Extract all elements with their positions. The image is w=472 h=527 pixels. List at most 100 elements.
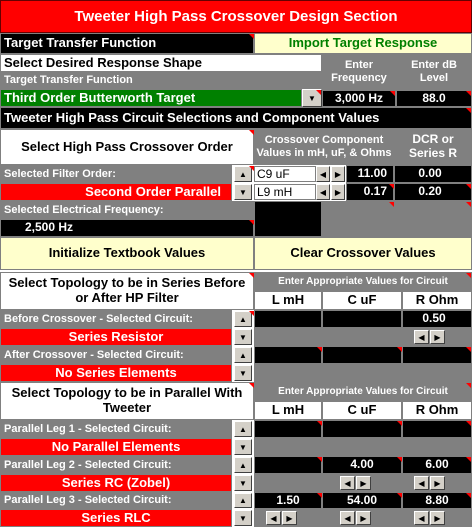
component-l9-dcr[interactable]: 0.20 <box>394 183 472 201</box>
series-col-r: R Ohm <box>402 291 472 310</box>
comment-indicator-icon <box>397 457 402 462</box>
component-values-header: Crossover Component Values in mH, uF, & … <box>254 129 394 165</box>
crossover-order-label: Select High Pass Crossover Order <box>0 129 254 165</box>
leg2-c-prev-icon[interactable]: ◀ <box>340 476 355 490</box>
after-crossover-down-icon[interactable]: ▼ <box>234 365 252 381</box>
empty-cell <box>402 346 472 364</box>
parallel-leg1-down-icon[interactable]: ▼ <box>234 439 252 455</box>
before-r-prev-icon[interactable]: ◀ <box>414 330 429 344</box>
parallel-leg2-label: Parallel Leg 2 - Selected Circuit: <box>0 456 232 474</box>
empty-cell <box>322 201 472 237</box>
parallel-col-r: R Ohm <box>402 401 472 420</box>
parallel-col-l: L mH <box>254 401 322 420</box>
before-crossover-up-icon[interactable]: ▲ <box>234 311 252 327</box>
empty-cell <box>322 346 402 364</box>
db-level-input[interactable]: 88.0 <box>396 90 472 107</box>
parallel-leg3-l-value[interactable]: 1.50 <box>254 492 322 509</box>
comment-indicator-icon <box>317 347 322 352</box>
before-r-next-icon[interactable]: ▶ <box>430 330 445 344</box>
parallel-leg2-c-value[interactable]: 4.00 <box>322 456 402 474</box>
response-shape-select[interactable]: Third Order Butterworth Target <box>0 89 302 107</box>
series-enter-values-label: Enter Appropriate Values for Circuit <box>254 272 472 291</box>
parallel-leg3-label: Parallel Leg 3 - Selected Circuit: <box>0 492 232 509</box>
comment-indicator-icon <box>466 383 471 388</box>
comment-indicator-icon <box>466 273 471 278</box>
comment-indicator-icon <box>466 457 471 462</box>
comment-indicator-icon <box>466 347 471 352</box>
empty-cell <box>322 310 402 328</box>
component-select-l9[interactable]: L9 mH <box>254 184 316 200</box>
comment-indicator-icon <box>466 421 471 426</box>
frequency-input[interactable]: 3,000 Hz <box>322 90 396 107</box>
component-c9-prev-icon[interactable]: ◀ <box>316 166 330 182</box>
electrical-frequency-label: Selected Electrical Frequency: <box>0 201 254 219</box>
parallel-leg3-up-icon[interactable]: ▲ <box>234 493 252 508</box>
leg2-r-next-icon[interactable]: ▶ <box>430 476 445 490</box>
comment-indicator-icon <box>466 108 471 113</box>
enter-db-label: Enter dB Level <box>396 54 472 90</box>
parallel-leg3-down-icon[interactable]: ▼ <box>234 510 252 526</box>
parallel-leg2-select[interactable]: Series RC (Zobel) <box>0 474 232 492</box>
before-crossover-select[interactable]: Series Resistor <box>0 328 232 346</box>
after-crossover-label: After Crossover - Selected Circuit: <box>0 346 232 364</box>
leg3-c-next-icon[interactable]: ▶ <box>356 511 371 525</box>
component-l9-prev-icon[interactable]: ◀ <box>316 184 330 200</box>
parallel-leg1-select[interactable]: No Parallel Elements <box>0 438 232 456</box>
parallel-leg3-select[interactable]: Series RLC <box>0 509 232 527</box>
component-c9-value[interactable]: 11.00 <box>346 165 394 183</box>
parallel-leg2-down-icon[interactable]: ▼ <box>234 475 252 491</box>
leg2-c-next-icon[interactable]: ▶ <box>356 476 371 490</box>
parallel-leg1-label: Parallel Leg 1 - Selected Circuit: <box>0 420 232 438</box>
clear-crossover-values-button[interactable]: Clear Crossover Values <box>254 237 472 270</box>
before-crossover-label: Before Crossover - Selected Circuit: <box>0 310 232 328</box>
series-col-c: C uF <box>322 291 402 310</box>
series-col-l: L mH <box>254 291 322 310</box>
before-crossover-r-value[interactable]: 0.50 <box>402 310 472 328</box>
before-crossover-down-icon[interactable]: ▼ <box>234 329 252 345</box>
series-topology-header: Select Topology to be in Series Before o… <box>0 272 254 310</box>
comment-indicator-icon <box>466 493 471 498</box>
filter-order-select[interactable]: Second Order Parallel <box>0 183 232 201</box>
comment-indicator-icon <box>249 130 254 135</box>
parallel-leg2-up-icon[interactable]: ▲ <box>234 457 252 473</box>
empty-cell <box>322 420 402 438</box>
import-target-response-button[interactable]: Import Target Response <box>254 33 472 54</box>
empty-cell <box>254 456 322 474</box>
leg3-c-prev-icon[interactable]: ◀ <box>340 511 355 525</box>
empty-cell <box>254 346 322 364</box>
filter-order-down-icon[interactable]: ▼ <box>234 184 252 200</box>
component-l9-value[interactable]: 0.17 <box>346 183 394 201</box>
leg3-l-next-icon[interactable]: ▶ <box>282 511 297 525</box>
initialize-textbook-values-button[interactable]: Initialize Textbook Values <box>0 237 254 270</box>
parallel-leg1-up-icon[interactable]: ▲ <box>234 421 252 437</box>
comment-indicator-icon <box>397 421 402 426</box>
leg3-l-prev-icon[interactable]: ◀ <box>266 511 281 525</box>
component-select-c9[interactable]: C9 uF <box>254 166 316 182</box>
comment-indicator-icon <box>317 421 322 426</box>
dcr-header: DCR or Series R <box>394 129 472 165</box>
leg2-r-prev-icon[interactable]: ◀ <box>414 476 429 490</box>
parallel-leg2-r-value[interactable]: 6.00 <box>402 456 472 474</box>
parallel-leg3-r-value[interactable]: 8.80 <box>402 492 472 509</box>
empty-cell <box>254 438 472 456</box>
leg3-r-prev-icon[interactable]: ◀ <box>414 511 429 525</box>
component-l9-next-icon[interactable]: ▶ <box>331 184 345 200</box>
component-c9-next-icon[interactable]: ▶ <box>331 166 345 182</box>
comment-indicator-icon <box>466 91 471 96</box>
target-transfer-function-label: Target Transfer Function <box>0 72 322 89</box>
empty-cell <box>254 420 322 438</box>
comment-indicator-icon <box>317 457 322 462</box>
parallel-enter-values-label: Enter Appropriate Values for Circuit <box>254 382 472 401</box>
after-crossover-up-icon[interactable]: ▲ <box>234 347 252 363</box>
comment-indicator-icon <box>466 184 471 189</box>
comment-indicator-icon <box>249 220 254 225</box>
after-crossover-select[interactable]: No Series Elements <box>0 364 232 382</box>
comment-indicator-icon <box>390 91 395 96</box>
filter-order-up-icon[interactable]: ▲ <box>234 166 252 182</box>
leg3-r-next-icon[interactable]: ▶ <box>430 511 445 525</box>
parallel-leg3-c-value[interactable]: 54.00 <box>322 492 402 509</box>
parallel-col-c: C uF <box>322 401 402 420</box>
enter-frequency-label: Enter Frequency <box>322 54 396 90</box>
component-c9-dcr[interactable]: 0.00 <box>394 165 472 183</box>
parallel-topology-header: Select Topology to be in Parallel With T… <box>0 382 254 420</box>
